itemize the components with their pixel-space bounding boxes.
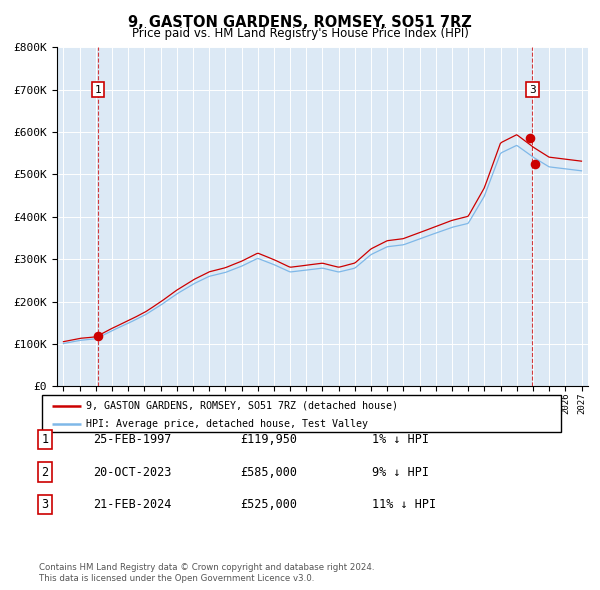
Text: 25-FEB-1997: 25-FEB-1997	[93, 433, 172, 446]
Text: Contains HM Land Registry data © Crown copyright and database right 2024.: Contains HM Land Registry data © Crown c…	[39, 563, 374, 572]
Point	[94, 331, 103, 340]
Text: 3: 3	[41, 498, 49, 511]
Text: HPI: Average price, detached house, Test Valley: HPI: Average price, detached house, Test…	[86, 419, 368, 429]
Text: £119,950: £119,950	[240, 433, 297, 446]
Text: 9, GASTON GARDENS, ROMSEY, SO51 7RZ (detached house): 9, GASTON GARDENS, ROMSEY, SO51 7RZ (det…	[86, 401, 398, 411]
Text: 1% ↓ HPI: 1% ↓ HPI	[372, 433, 429, 446]
Text: 1: 1	[95, 84, 101, 94]
Text: This data is licensed under the Open Government Licence v3.0.: This data is licensed under the Open Gov…	[39, 573, 314, 583]
Text: 20-OCT-2023: 20-OCT-2023	[93, 466, 172, 478]
Text: 9, GASTON GARDENS, ROMSEY, SO51 7RZ: 9, GASTON GARDENS, ROMSEY, SO51 7RZ	[128, 15, 472, 30]
Text: £525,000: £525,000	[240, 498, 297, 511]
Point	[530, 159, 540, 169]
Text: 2: 2	[41, 466, 49, 478]
Text: 11% ↓ HPI: 11% ↓ HPI	[372, 498, 436, 511]
Text: 9% ↓ HPI: 9% ↓ HPI	[372, 466, 429, 478]
Text: Price paid vs. HM Land Registry's House Price Index (HPI): Price paid vs. HM Land Registry's House …	[131, 27, 469, 40]
Text: £585,000: £585,000	[240, 466, 297, 478]
Text: 3: 3	[529, 84, 536, 94]
Text: 1: 1	[41, 433, 49, 446]
Text: 21-FEB-2024: 21-FEB-2024	[93, 498, 172, 511]
Point	[525, 134, 535, 143]
